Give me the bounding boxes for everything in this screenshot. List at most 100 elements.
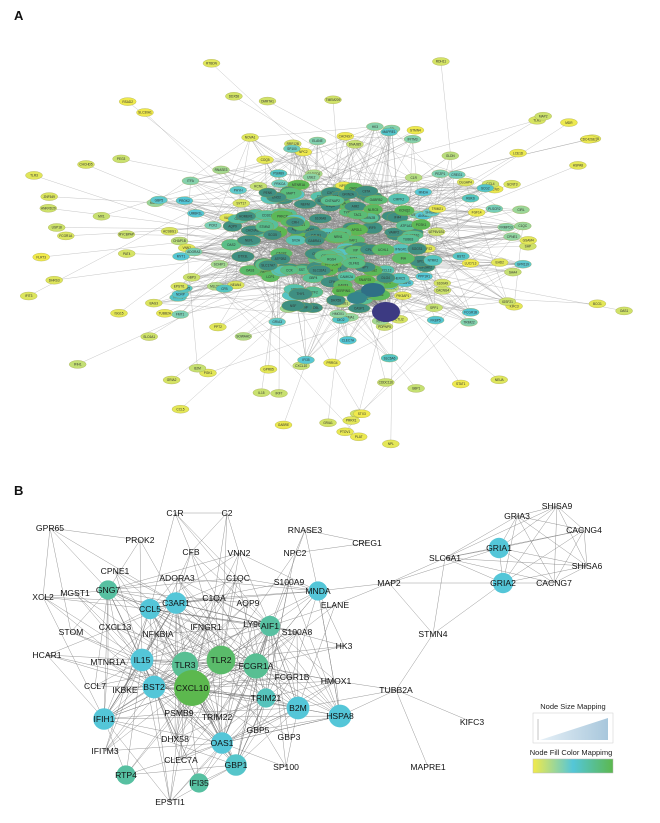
- node-b-cacng4: CACNG4: [566, 525, 602, 535]
- node-a-shape: [339, 336, 357, 345]
- edge-b: [49, 527, 109, 591]
- node-a-label: CLEC7A: [342, 339, 355, 343]
- node-a: IGSF21: [498, 297, 517, 306]
- node-a-label: ANXA4: [418, 214, 429, 218]
- node-a-label: TLR2: [533, 119, 541, 123]
- node-a-label: PGK1: [204, 371, 213, 375]
- node-a-label: DHX58: [331, 298, 342, 302]
- node-a-shape: [504, 267, 522, 277]
- node-b-label: C3AR1: [162, 598, 190, 608]
- node-a-label: CACNG4: [436, 289, 450, 293]
- edge-a: [219, 264, 289, 309]
- node-a-shape: [461, 259, 480, 268]
- node-a-label: LYZ: [324, 232, 330, 236]
- node-a: C1QC: [514, 221, 532, 231]
- node-a-label: BATF2: [308, 290, 318, 294]
- edge-a: [180, 280, 339, 315]
- node-a-shape: [136, 108, 154, 117]
- node-a-shape: [259, 365, 278, 374]
- node-a: DHX58: [326, 294, 346, 306]
- node-a-label: RTBDN: [206, 62, 218, 66]
- node-b-label: ADORA3: [159, 573, 195, 583]
- node-a: CPNE1: [503, 232, 521, 241]
- node-a-label: CD68: [306, 228, 314, 232]
- node-b-mapre1: MAPRE1: [410, 762, 446, 772]
- node-a-label: BCO1: [593, 302, 602, 306]
- node-a-label: DDX58: [229, 95, 240, 99]
- node-b-mtnr1a: MTNR1A: [90, 657, 126, 667]
- node-a: SLC6A1: [140, 332, 158, 341]
- node-a-label: SHP: [525, 244, 532, 248]
- node-a-shape: [414, 187, 432, 197]
- node-a-shape: [460, 318, 478, 327]
- node-b-label: C2: [222, 508, 233, 518]
- node-a: USP18: [48, 223, 66, 232]
- node-b-c1qa: C1QA: [202, 593, 226, 603]
- node-a: ACSBG1: [160, 227, 179, 236]
- edge-b: [432, 582, 504, 635]
- node-a-shape: [519, 236, 537, 245]
- node-a-label: IFI35: [302, 358, 309, 362]
- node-a-label: TRIM21: [432, 207, 444, 211]
- node-a-label: OAS2: [227, 243, 236, 247]
- node-b-clec7a: CLEC7A: [164, 755, 198, 765]
- edge-a: [378, 294, 470, 323]
- node-a: RSAD2: [119, 97, 137, 106]
- node-a: DLGAP4: [456, 177, 475, 187]
- node-a: MX1: [92, 212, 111, 221]
- node-a-label: MYT1: [177, 255, 186, 259]
- node-a: PPP1R1: [415, 272, 433, 281]
- node-b-adora3: ADORA3: [159, 573, 195, 583]
- node-b-label: CXCL10: [176, 683, 209, 693]
- edge-a: [347, 212, 477, 341]
- edge-b: [296, 631, 299, 709]
- node-a: NEUA: [490, 375, 508, 384]
- node-a-label: MAPRE1: [383, 130, 396, 134]
- node-a-shape: [324, 95, 342, 104]
- node-a-label: PTOV1: [340, 430, 351, 434]
- node-a-shape: [112, 154, 130, 164]
- node-b-trim22: TRIM22: [202, 712, 233, 722]
- node-b-label: C1QA: [202, 593, 226, 603]
- node-b-label: CCL5: [139, 604, 161, 614]
- node-a-shape: [110, 309, 128, 318]
- node-a-shape: [204, 221, 222, 230]
- node-a: SLC6A6: [380, 353, 399, 363]
- node-b-label: MNDA: [305, 586, 331, 596]
- node-a-shape: [426, 315, 445, 325]
- node-b-label: OAS1: [211, 738, 234, 748]
- node-b-label: CACNG4: [566, 525, 602, 535]
- node-a-label: CASP1: [354, 307, 365, 311]
- node-b-c1qc: C1QC: [226, 573, 250, 583]
- node-a: NOVA1: [241, 133, 259, 142]
- node-a-shape: [39, 204, 57, 213]
- node-a-label: SLC6A1: [143, 335, 155, 339]
- node-a: ISG15: [110, 309, 128, 318]
- edge-b: [238, 552, 271, 627]
- node-a-label: LUC7L3: [465, 262, 477, 266]
- node-a-label: IFIT3: [25, 294, 33, 298]
- node-a: PPT2: [209, 322, 227, 332]
- node-a-label: SP100: [287, 147, 297, 151]
- edge-a: [180, 294, 360, 309]
- node-a-shape: [382, 439, 400, 449]
- node-a-label: RSAD2: [122, 100, 133, 104]
- legend-fill-bar: [532, 758, 614, 774]
- node-a: IRF7: [270, 389, 288, 398]
- node-a-shape: [514, 260, 532, 269]
- node-a: MAP2: [534, 112, 552, 121]
- node-b-kifc3: KIFC3: [460, 717, 485, 727]
- node-a-label: CPNE1: [507, 235, 518, 239]
- node-a-shape: [461, 194, 480, 203]
- node-a: PLAT: [350, 432, 368, 441]
- node-a-shape: [69, 360, 87, 369]
- node-a-shape: [308, 136, 327, 146]
- node-b-label: GRIA1: [486, 543, 512, 553]
- node-b-c2: C2: [222, 508, 233, 518]
- node-a-label: PPT2: [214, 325, 222, 329]
- node-a-label: MDR: [565, 121, 573, 125]
- node-a-shape: [40, 192, 58, 201]
- node-a-shape: [415, 272, 433, 281]
- node-a-label: TUBB2A: [159, 312, 172, 316]
- node-a: IFIT3: [20, 291, 38, 301]
